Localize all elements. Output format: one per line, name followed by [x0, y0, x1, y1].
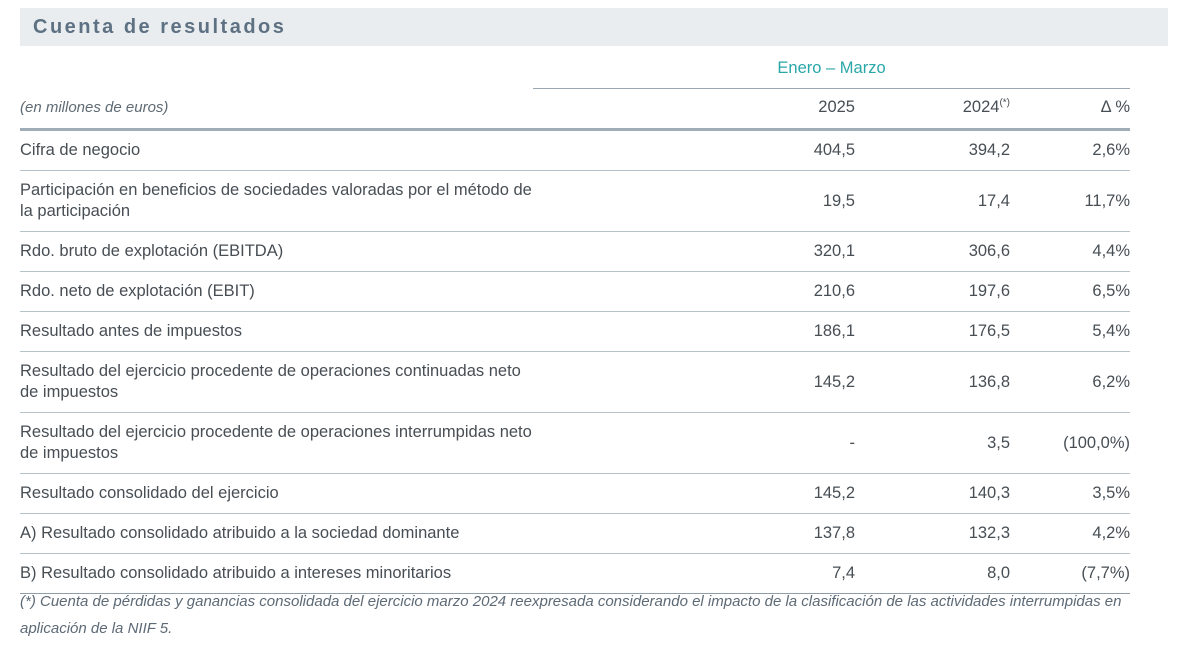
value-delta: 11,7% — [1010, 170, 1131, 232]
table-row: Rdo. bruto de explotación (EBITDA) 320,1… — [20, 231, 1131, 272]
section-title-band: Cuenta de resultados — [20, 8, 1168, 46]
period-header: Enero – Marzo — [533, 52, 1131, 89]
row-label: A) Resultado consolidado atribuido a la … — [20, 513, 533, 554]
row-label: Cifra de negocio — [20, 129, 533, 171]
value-2024: 140,3 — [855, 473, 1010, 514]
value-2025: 19,5 — [533, 170, 855, 232]
column-header-2025: 2025 — [533, 88, 855, 131]
row-label: Rdo. bruto de explotación (EBITDA) — [20, 231, 533, 272]
section-title: Cuenta de resultados — [33, 16, 287, 38]
units-label: (en millones de euros) — [20, 88, 533, 131]
table-row: B) Resultado consolidado atribuido a int… — [20, 553, 1131, 594]
value-2025: - — [533, 412, 855, 474]
footnote-marker: (*) — [999, 97, 1010, 109]
column-header-row: (en millones de euros) 2025 2024(*) Δ % — [20, 88, 1131, 131]
value-delta: 6,2% — [1010, 351, 1131, 413]
value-2025: 145,2 — [533, 351, 855, 413]
row-label: Rdo. neto de explotación (EBIT) — [20, 271, 533, 312]
value-2025: 7,4 — [533, 553, 855, 594]
income-statement-table: Enero – Marzo (en millones de euros) 202… — [20, 52, 1131, 594]
value-2024: 394,2 — [855, 129, 1010, 171]
row-label: Resultado del ejercicio procedente de op… — [20, 412, 533, 474]
row-label: Resultado antes de impuestos — [20, 311, 533, 352]
value-2024: 3,5 — [855, 412, 1010, 474]
value-2025: 404,5 — [533, 129, 855, 171]
value-delta: 2,6% — [1010, 129, 1131, 171]
value-delta: 3,5% — [1010, 473, 1131, 514]
value-2024: 8,0 — [855, 553, 1010, 594]
column-header-2024-year: 2024 — [962, 98, 1000, 116]
table-row: Resultado del ejercicio procedente de op… — [20, 351, 1131, 413]
period-header-spacer — [20, 52, 533, 89]
value-2025: 145,2 — [533, 473, 855, 514]
value-2025: 320,1 — [533, 231, 855, 272]
period-header-row: Enero – Marzo — [20, 52, 1131, 89]
value-delta: 5,4% — [1010, 311, 1131, 352]
value-2025: 137,8 — [533, 513, 855, 554]
value-delta: (100,0%) — [1010, 412, 1131, 474]
row-label: Resultado del ejercicio procedente de op… — [20, 351, 533, 413]
table-row: Cifra de negocio 404,5 394,2 2,6% — [20, 129, 1131, 171]
table-row: A) Resultado consolidado atribuido a la … — [20, 513, 1131, 554]
table-row: Resultado del ejercicio procedente de op… — [20, 412, 1131, 474]
table-row: Participación en beneficios de sociedade… — [20, 170, 1131, 232]
value-2024: 132,3 — [855, 513, 1010, 554]
value-2024: 197,6 — [855, 271, 1010, 312]
row-label: B) Resultado consolidado atribuido a int… — [20, 553, 533, 594]
value-2024: 136,8 — [855, 351, 1010, 413]
table-row: Resultado consolidado del ejercicio 145,… — [20, 473, 1131, 514]
value-delta: 6,5% — [1010, 271, 1131, 312]
value-2024: 17,4 — [855, 170, 1010, 232]
footnote: (*) Cuenta de pérdidas y ganancias conso… — [20, 593, 1122, 637]
value-2025: 186,1 — [533, 311, 855, 352]
value-2024: 306,6 — [855, 231, 1010, 272]
value-delta: (7,7%) — [1010, 553, 1131, 594]
column-header-2024: 2024(*) — [855, 88, 1010, 131]
value-delta: 4,4% — [1010, 231, 1131, 272]
column-header-delta: Δ % — [1010, 88, 1131, 131]
value-2025: 210,6 — [533, 271, 855, 312]
row-label: Participación en beneficios de sociedade… — [20, 170, 533, 232]
table-row: Rdo. neto de explotación (EBIT) 210,6 19… — [20, 271, 1131, 312]
value-delta: 4,2% — [1010, 513, 1131, 554]
row-label: Resultado consolidado del ejercicio — [20, 473, 533, 514]
table-row: Resultado antes de impuestos 186,1 176,5… — [20, 311, 1131, 352]
value-2024: 176,5 — [855, 311, 1010, 352]
